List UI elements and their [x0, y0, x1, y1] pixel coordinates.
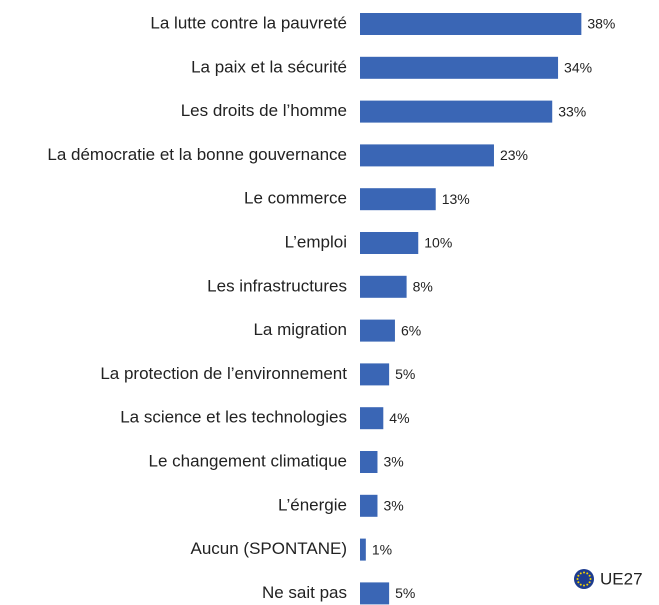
category-label: L’énergie: [278, 495, 347, 514]
value-label: 10%: [424, 235, 452, 251]
category-label: Les droits de l’homme: [181, 101, 347, 120]
value-label: 3%: [383, 498, 403, 514]
bar: [360, 56, 559, 79]
bar: [360, 582, 390, 605]
star: [589, 578, 592, 580]
bar: [360, 363, 390, 386]
star: [583, 584, 585, 587]
bar: [360, 451, 378, 473]
star: [579, 572, 582, 575]
value-label: 34%: [564, 60, 592, 76]
bar: [360, 232, 419, 254]
bar: [360, 319, 395, 342]
value-label: 4%: [389, 410, 409, 426]
value-label: 1%: [372, 541, 392, 557]
star: [586, 583, 589, 586]
star: [577, 574, 580, 577]
value-label: 23%: [500, 147, 528, 163]
star: [588, 581, 591, 584]
category-label: Les infrastructures: [207, 276, 347, 295]
legend-icon-stars: [576, 571, 592, 587]
bar: [360, 275, 407, 298]
bar: [360, 188, 436, 211]
category-label: La science et les technologies: [120, 408, 347, 427]
bar: [360, 407, 384, 430]
legend: UE27: [574, 569, 643, 589]
value-label: 5%: [395, 585, 415, 601]
category-label: La lutte contre la pauvreté: [150, 13, 347, 32]
category-label: Le commerce: [244, 189, 347, 208]
star: [579, 583, 582, 586]
category-label: Aucun (SPONTANE): [190, 539, 347, 558]
star: [586, 572, 589, 575]
bar: [360, 100, 553, 123]
category-label: La protection de l’environnement: [100, 364, 347, 383]
legend-icon: [574, 569, 594, 589]
category-label: L’emploi: [285, 232, 347, 251]
star: [576, 578, 579, 580]
value-label: 8%: [413, 279, 433, 295]
category-label: Ne sait pas: [262, 583, 347, 602]
category-label: La migration: [253, 320, 347, 339]
value-label: 3%: [383, 454, 403, 470]
value-label: 5%: [395, 366, 415, 382]
category-label: La démocratie et la bonne gouvernance: [47, 145, 347, 164]
value-label: 6%: [401, 322, 421, 338]
value-label: 13%: [442, 191, 470, 207]
star: [583, 571, 585, 574]
value-label: 33%: [558, 103, 586, 119]
legend-label: UE27: [600, 569, 643, 588]
bar: [360, 144, 494, 167]
star: [577, 581, 580, 584]
category-label: Le changement climatique: [149, 451, 347, 470]
bar: [360, 13, 582, 35]
value-label: 38%: [587, 16, 615, 32]
star: [588, 574, 591, 577]
bar: [360, 538, 366, 561]
category-label: La paix et la sécurité: [191, 57, 347, 76]
bar: [360, 494, 378, 517]
